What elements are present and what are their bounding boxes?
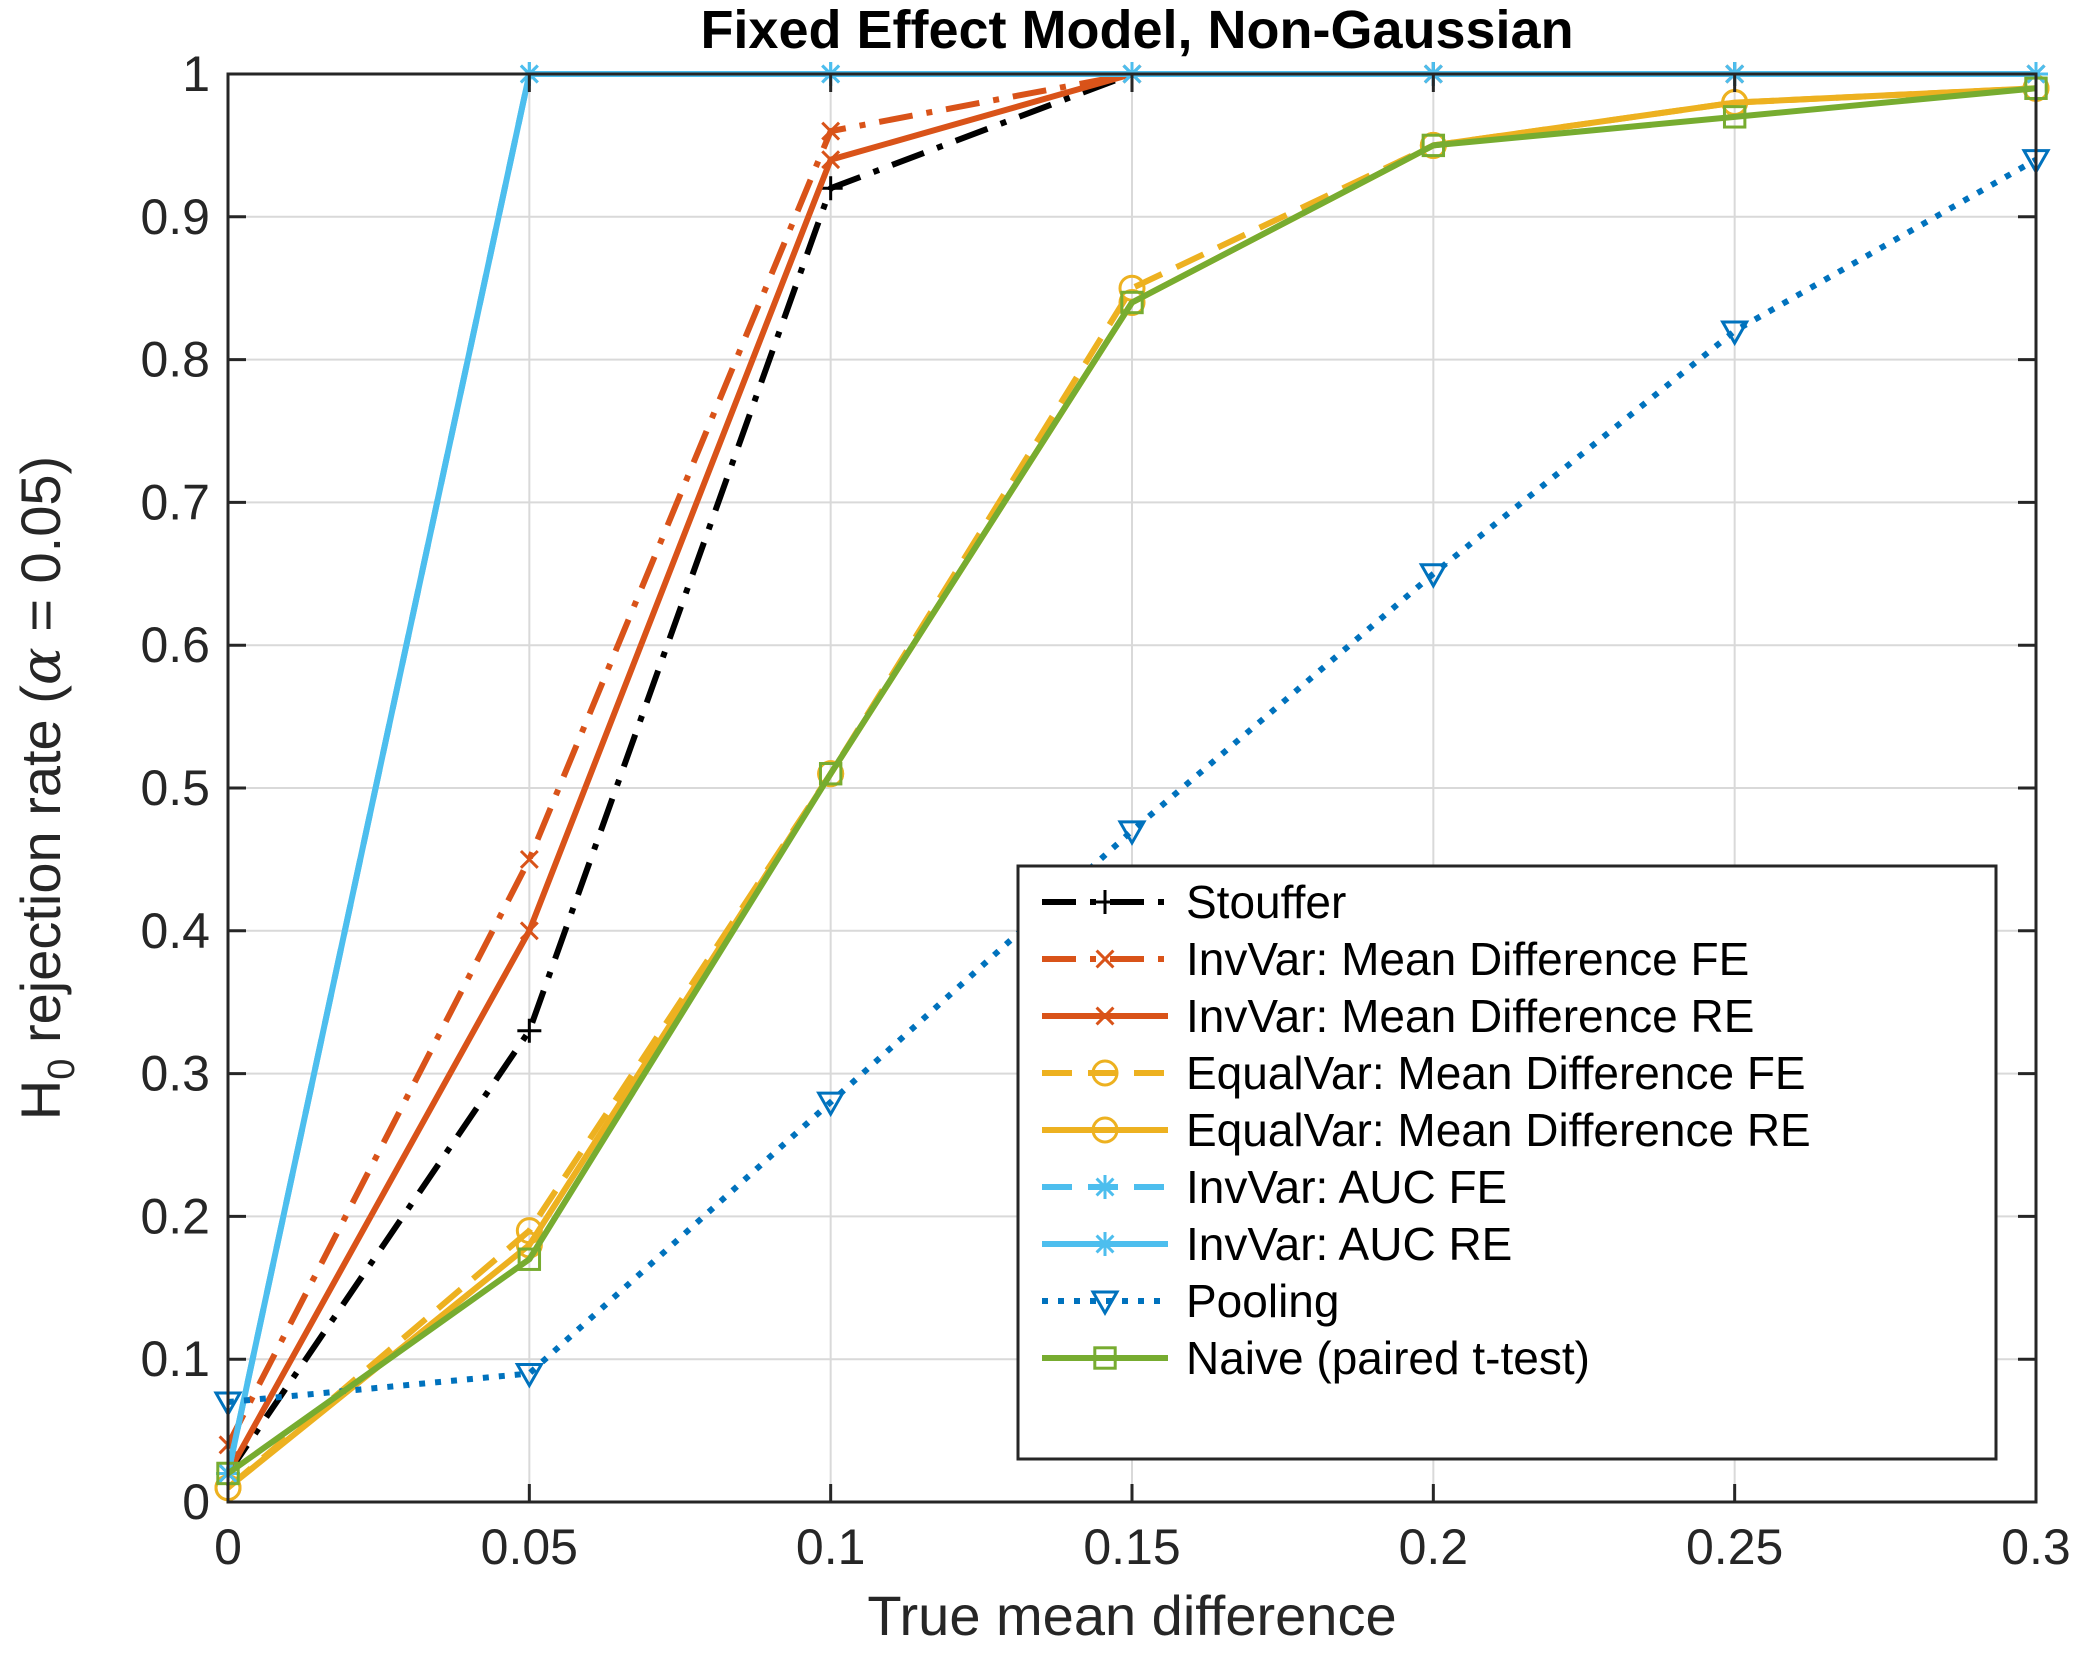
legend-entry: EqualVar: Mean Difference RE [1042, 1104, 1811, 1156]
data-point [1720, 320, 1750, 347]
x-tick-label: 0.1 [796, 1519, 866, 1575]
x-tick-label: 0.3 [2001, 1519, 2071, 1575]
data-point [519, 921, 539, 941]
legend-entry: InvVar: AUC FE [1042, 1161, 1507, 1213]
legend-marker [1093, 1232, 1117, 1256]
legend-entry: EqualVar: Mean Difference FE [1042, 1047, 1806, 1099]
data-point [1118, 288, 1146, 316]
legend-label: Naive (paired t-test) [1186, 1332, 1590, 1384]
series-8 [216, 76, 2048, 1486]
y-tick-label: 0.8 [140, 332, 210, 388]
legend-label: Stouffer [1186, 876, 1346, 928]
y-tick-label: 0.7 [140, 474, 210, 530]
x-tick-label: 0.05 [481, 1519, 578, 1575]
x-tick-labels: 0 0.05 0.1 0.15 0.2 0.25 0.3 [214, 74, 2071, 1575]
series-line [226, 85, 2037, 1476]
chart-title: Fixed Effect Model, Non-Gaussian [700, 0, 1573, 60]
legend-marker [1093, 1346, 1117, 1370]
data-point [519, 849, 539, 869]
y-axis-label-alpha: α [9, 647, 74, 685]
y-axis-label-text: rejection rate ( [9, 685, 72, 1059]
data-point [817, 760, 845, 788]
data-point [517, 1247, 542, 1271]
data-point [821, 121, 841, 141]
x-tick-label: 0 [214, 1519, 242, 1575]
x-tick-label: 0.25 [1686, 1519, 1783, 1575]
legend-marker [1093, 890, 1117, 914]
y-tick-label: 0.5 [140, 760, 210, 816]
y-tick-label: 0.3 [140, 1046, 210, 1102]
x-axis-label: True mean difference [867, 1584, 1396, 1647]
legend-label: Pooling [1186, 1275, 1339, 1327]
legend-marker [1093, 1175, 1117, 1199]
y-tick-labels: 0 0.1 0.2 0.3 0.4 0.5 0.6 0.7 0.8 0.9 1 [140, 46, 2036, 1530]
legend-label: InvVar: Mean Difference FE [1186, 933, 1749, 985]
y-tick-label: 0.2 [140, 1188, 210, 1244]
y-tick-label: 0.4 [140, 903, 210, 959]
data-point [1421, 133, 1446, 158]
legend-label: EqualVar: Mean Difference FE [1186, 1047, 1806, 1099]
legend-entry: InvVar: Mean Difference RE [1042, 990, 1754, 1042]
legend-marker [1095, 1006, 1115, 1026]
data-point [1418, 563, 1448, 589]
data-point [818, 762, 843, 786]
data-point [816, 1091, 846, 1118]
y-axis-label-suffix: = 0.05) [9, 456, 72, 647]
data-point [1120, 290, 1144, 315]
legend-marker [1090, 1290, 1120, 1317]
y-tick-label: 0.1 [140, 1331, 210, 1387]
legend-entry: Naive (paired t-test) [1042, 1332, 1590, 1384]
data-point [1117, 820, 1147, 846]
legend-entry: Pooling [1042, 1275, 1339, 1327]
y-axis-label-subscript: 0 [41, 1059, 83, 1080]
y-tick-label: 0.9 [140, 189, 210, 245]
legend-label: EqualVar: Mean Difference RE [1186, 1104, 1811, 1156]
legend-entry: InvVar: Mean Difference FE [1042, 933, 1749, 985]
data-point [514, 1362, 544, 1389]
legend-label: InvVar: AUC FE [1186, 1161, 1507, 1213]
y-tick-label: 1 [182, 46, 210, 102]
y-axis-label: H0 rejection rate (α = 0.05) [9, 456, 83, 1120]
y-tick-label: 0 [182, 1474, 210, 1530]
legend-marker [1095, 949, 1115, 969]
x-tick-label: 0.15 [1083, 1519, 1180, 1575]
series-line [226, 85, 2037, 1491]
legend-entry: Stouffer [1042, 876, 1346, 928]
data-point [821, 150, 841, 170]
legend-box [1016, 864, 1998, 1461]
x-tick-label: 0.2 [1399, 1519, 1469, 1575]
legend-entry: InvVar: AUC RE [1042, 1218, 1512, 1270]
legend-marker [1091, 1059, 1119, 1087]
y-axis-label-h: H [9, 1080, 72, 1120]
legend-marker [1091, 1116, 1119, 1144]
legend-label: InvVar: Mean Difference RE [1186, 990, 1754, 1042]
data-point [517, 1018, 542, 1043]
y-tick-label: 0.6 [140, 617, 210, 673]
legend-label: InvVar: AUC RE [1186, 1218, 1512, 1270]
data-point [1722, 105, 1747, 129]
